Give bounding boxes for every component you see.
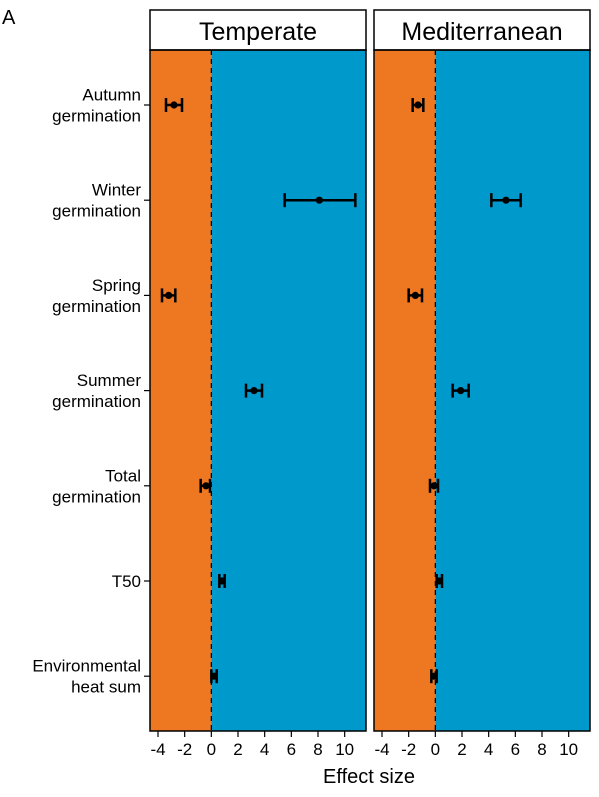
positive-region <box>211 50 366 731</box>
point-estimate <box>315 196 323 204</box>
facet-strip-label: Mediterranean <box>401 18 562 46</box>
panel-0: Temperate -4 -2 0 2 4 6 8 10 <box>149 9 367 759</box>
x-tick-label: -4 <box>374 740 389 759</box>
point-estimate <box>210 672 218 680</box>
point-estimate <box>430 672 438 680</box>
estimate-6 <box>210 669 218 684</box>
x-tick-label: -4 <box>150 740 165 759</box>
point-estimate <box>414 101 422 109</box>
y-category-label: germination <box>52 487 141 506</box>
x-tick-label: 0 <box>431 740 440 759</box>
estimate-1 <box>283 193 357 208</box>
estimate-5 <box>218 574 226 588</box>
point-estimate <box>502 196 510 204</box>
y-category-label: Total <box>105 466 141 485</box>
negative-region <box>374 50 436 731</box>
x-tick-label: 2 <box>233 740 242 759</box>
x-axis-1: -4 -2 0 2 4 6 8 10 <box>374 731 578 759</box>
point-estimate <box>202 482 210 490</box>
point-estimate <box>457 387 465 395</box>
point-estimate <box>165 291 173 299</box>
y-category-label: T50 <box>112 572 141 591</box>
x-tick-label: 6 <box>287 740 296 759</box>
facet-strip-label: Temperate <box>199 18 317 46</box>
point-estimate <box>170 101 178 109</box>
estimate-3 <box>451 383 470 398</box>
y-category-label: heat sum <box>71 678 141 697</box>
estimate-2 <box>160 288 177 303</box>
y-category-label: Autumn <box>82 86 141 105</box>
x-axis-title: Effect size <box>323 766 415 788</box>
point-estimate <box>218 577 226 585</box>
facet-strip <box>373 9 591 51</box>
x-tick-label: 8 <box>537 740 546 759</box>
y-category-label: germination <box>52 202 141 221</box>
panel-border <box>373 49 591 732</box>
estimate-4 <box>199 478 212 493</box>
y-category-label: Summer <box>77 371 142 390</box>
y-category-label: Environmental <box>32 657 141 676</box>
x-tick-label: 8 <box>313 740 322 759</box>
y-axis-labels: Autumn germination Winter germination Spring… <box>32 86 150 697</box>
estimate-1 <box>490 193 522 208</box>
negative-region <box>150 50 212 731</box>
y-category-label: germination <box>52 297 141 316</box>
y-category-label: Spring <box>92 276 141 295</box>
x-tick-label: 10 <box>559 740 578 759</box>
estimate-0 <box>411 98 425 112</box>
panel-1: Mediterranean -4 -2 0 2 4 6 8 10 <box>373 9 591 759</box>
x-tick-label: 2 <box>457 740 466 759</box>
x-tick-label: 10 <box>335 740 354 759</box>
x-tick-label: 0 <box>207 740 216 759</box>
y-category-label: Winter <box>92 181 141 200</box>
estimate-5 <box>435 574 444 588</box>
x-tick-label: 4 <box>260 740 269 759</box>
estimate-3 <box>244 383 264 398</box>
x-tick-label: 4 <box>484 740 493 759</box>
y-category-label: germination <box>52 107 141 126</box>
x-tick-label: -2 <box>177 740 192 759</box>
y-category-label: germination <box>52 392 141 411</box>
x-axis-0: -4 -2 0 2 4 6 8 10 <box>150 731 354 759</box>
estimate-4 <box>428 478 440 493</box>
point-estimate <box>411 291 419 299</box>
point-estimate <box>435 577 443 585</box>
panel-label: A <box>2 7 16 29</box>
estimate-2 <box>407 288 424 303</box>
point-estimate <box>250 387 258 395</box>
x-tick-label: 6 <box>511 740 520 759</box>
estimate-0 <box>164 98 184 112</box>
point-estimate <box>430 482 438 490</box>
estimate-6 <box>430 669 438 684</box>
x-tick-label: -2 <box>401 740 416 759</box>
